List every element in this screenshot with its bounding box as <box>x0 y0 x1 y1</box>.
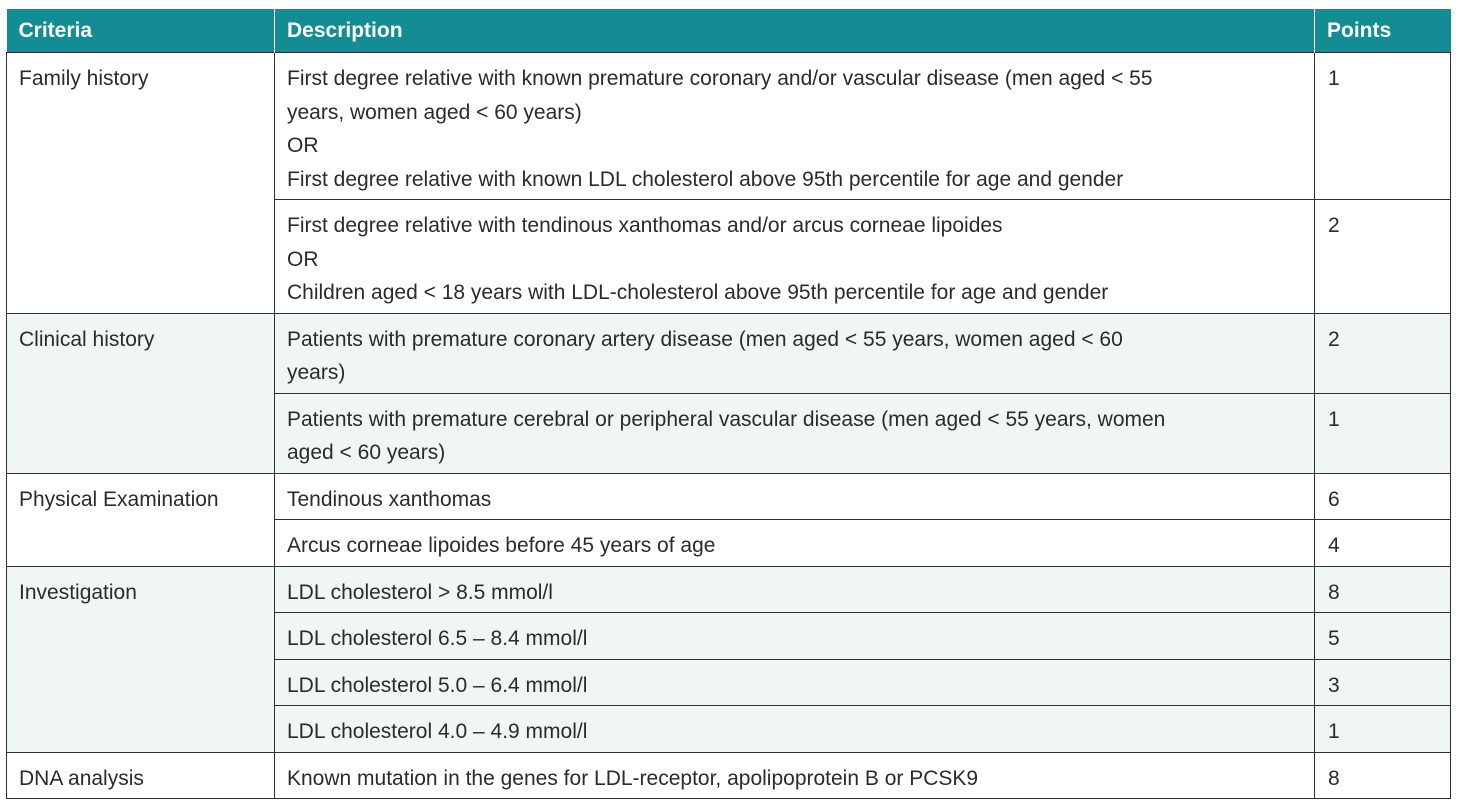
points-cell: 4 <box>1314 519 1451 567</box>
description-cell: First degree relative with known prematu… <box>274 52 1315 200</box>
header-points: Points <box>1314 9 1451 53</box>
description-line: years, women aged < 60 years) <box>287 100 582 124</box>
scoring-table: Criteria Description Points Family histo… <box>6 9 1451 799</box>
table-row: First degree relative with tendinous xan… <box>7 199 1451 314</box>
description-line: Children aged < 18 years with LDL-choles… <box>287 281 1109 304</box>
table-row: Patients with premature cerebral or peri… <box>7 392 1451 474</box>
description-line: First degree relative with known prematu… <box>287 67 1153 90</box>
criteria-table-container: Criteria Description Points Family histo… <box>6 9 1451 799</box>
criteria-group: DNA analysis Known mutation in the genes … <box>6 751 1451 799</box>
description-cell: LDL cholesterol 4.0 – 4.9 mmol/l <box>274 705 1315 753</box>
description-cell: Known mutation in the genes for LDL-rece… <box>274 751 1315 799</box>
table-row: Investigation LDL cholesterol > 8.5 mmol/… <box>6 565 1451 753</box>
description-cell: First degree relative with tendinous xan… <box>274 199 1315 314</box>
points-cell: 8 <box>1314 751 1451 799</box>
description-line: First degree relative with tendinous xan… <box>287 214 1003 237</box>
points-cell: 3 <box>1314 658 1451 706</box>
table-header: Criteria Description Points <box>6 9 1451 53</box>
description-line: Patients with premature cerebral or peri… <box>287 407 1166 431</box>
table-row: Arcus corneae lipoides before 45 years o… <box>7 519 1451 567</box>
description-line: LDL cholesterol 5.0 – 6.4 mmol/l <box>287 673 588 697</box>
description-line: Known mutation in the genes for LDL-rece… <box>287 766 979 790</box>
description-line: Patients with premature coronary artery … <box>287 327 1123 351</box>
points-cell: 1 <box>1314 705 1451 753</box>
description-line: aged < 60 years) <box>287 441 446 464</box>
description-cell: Patients with premature cerebral or peri… <box>274 392 1315 474</box>
table-row: LDL cholesterol 5.0 – 6.4 mmol/l 3 <box>7 658 1451 706</box>
criteria-cell: Physical Examination <box>6 472 275 567</box>
description-line: LDL cholesterol 6.5 – 8.4 mmol/l <box>287 627 588 650</box>
table-row: Physical Examination Tendinous xanthomas 6 <box>6 472 1451 567</box>
criteria-group: Family history First degree relative with… <box>6 52 1451 314</box>
table-row: Family history First degree relative with… <box>6 52 1451 314</box>
points-cell: 8 <box>1314 565 1451 613</box>
header-criteria: Criteria <box>6 9 275 53</box>
header-row: Criteria Description Points <box>6 9 1451 53</box>
points-cell: 6 <box>1314 472 1451 520</box>
description-line: LDL cholesterol 4.0 – 4.9 mmol/l <box>287 720 588 743</box>
criteria-cell: Family history <box>6 52 275 314</box>
table-row: LDL cholesterol 6.5 – 8.4 mmol/l 5 <box>7 612 1451 660</box>
criteria-cell: Clinical history <box>6 312 275 474</box>
description-cell: Tendinous xanthomas <box>274 472 1315 520</box>
points-cell: 5 <box>1314 612 1451 660</box>
description-cell: Arcus corneae lipoides before 45 years o… <box>274 519 1315 567</box>
criteria-cell: Investigation <box>6 565 275 753</box>
points-cell: 2 <box>1314 312 1451 394</box>
description-cell: LDL cholesterol > 8.5 mmol/l <box>274 565 1315 613</box>
description-cell: Patients with premature coronary artery … <box>274 312 1315 394</box>
criteria-group: Investigation LDL cholesterol > 8.5 mmol/… <box>6 565 1451 753</box>
criteria-group: Physical Examination Tendinous xanthomas 6… <box>6 472 1451 567</box>
table-row: DNA analysis Known mutation in the genes … <box>6 751 1451 799</box>
description-cell: LDL cholesterol 6.5 – 8.4 mmol/l <box>274 612 1315 660</box>
description-line: First degree relative with known LDL cho… <box>287 167 1124 191</box>
header-description: Description <box>274 9 1315 53</box>
points-cell: 1 <box>1314 52 1451 200</box>
points-cell: 2 <box>1314 199 1451 314</box>
description-line: Arcus corneae lipoides before 45 years o… <box>287 534 716 557</box>
table-row: LDL cholesterol 4.0 – 4.9 mmol/l 1 <box>7 705 1451 753</box>
criteria-group: Clinical history Patients with premature … <box>6 312 1451 474</box>
description-line: OR <box>287 247 319 271</box>
description-line: Tendinous xanthomas <box>287 487 492 511</box>
description-cell: LDL cholesterol 5.0 – 6.4 mmol/l <box>274 658 1315 706</box>
table-row: Clinical history Patients with premature … <box>6 312 1451 474</box>
description-line: LDL cholesterol > 8.5 mmol/l <box>287 580 553 604</box>
description-line: OR <box>287 134 319 157</box>
points-cell: 1 <box>1314 392 1451 474</box>
description-line: years) <box>287 361 346 384</box>
criteria-cell: DNA analysis <box>6 751 275 799</box>
